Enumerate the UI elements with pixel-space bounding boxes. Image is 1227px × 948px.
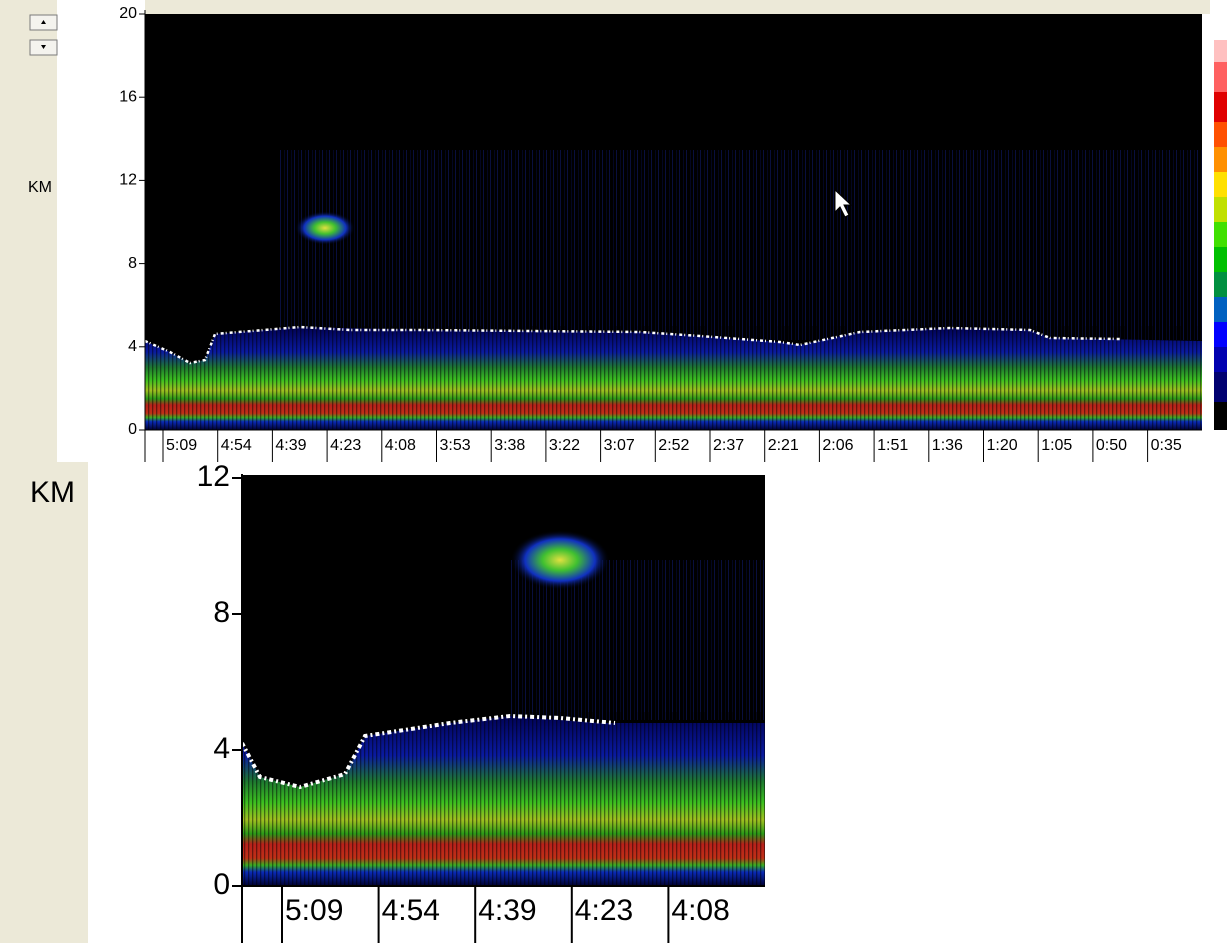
cloud-base <box>144 325 1121 365</box>
arrow-icon <box>41 20 46 24</box>
color-step <box>1214 372 1227 402</box>
y-tick-label: 8 <box>128 255 137 272</box>
mouse-cursor <box>834 188 853 218</box>
time-label: 2:06 <box>822 437 853 454</box>
y-tick-label: 12 <box>197 460 230 493</box>
color-step <box>1214 147 1227 172</box>
color-step <box>1214 92 1227 122</box>
side-bar <box>0 0 57 462</box>
y-tick-label: 12 <box>119 172 137 189</box>
time-label: 3:22 <box>549 437 580 454</box>
stripes <box>145 326 1202 430</box>
color-step <box>1214 322 1227 347</box>
color-step <box>1214 122 1227 147</box>
lidar-image-zoom <box>240 475 765 886</box>
color-step <box>1214 402 1227 430</box>
color-step <box>1214 222 1227 247</box>
color-step <box>1214 40 1227 62</box>
top-bar <box>145 0 1210 14</box>
y-tick-label: 0 <box>213 868 230 901</box>
time-label: 4:39 <box>275 437 306 454</box>
time-label: 3:38 <box>494 437 525 454</box>
y-tick-label: 16 <box>119 88 137 105</box>
color-step <box>1214 297 1227 322</box>
y-tick-label: 8 <box>213 596 230 629</box>
time-label: 1:05 <box>1041 437 1072 454</box>
color-step <box>1214 272 1227 297</box>
time-label: 2:52 <box>658 437 689 454</box>
cloud-base <box>240 713 616 790</box>
time-label: 4:39 <box>478 894 536 927</box>
axis-label: KM <box>28 179 52 196</box>
streaks <box>280 150 1202 340</box>
time-label: 2:37 <box>713 437 744 454</box>
time-label: 1:20 <box>987 437 1018 454</box>
spin-buttons[interactable] <box>29 14 58 56</box>
side-bar <box>0 462 88 943</box>
time-label: 4:08 <box>385 437 416 454</box>
time-label: 0:50 <box>1096 437 1127 454</box>
time-label: 1:36 <box>932 437 963 454</box>
time-label: 4:08 <box>671 894 729 927</box>
color-scale <box>1214 40 1227 430</box>
cloud <box>510 530 610 590</box>
time-label: 4:54 <box>382 894 440 927</box>
time-label: 2:21 <box>768 437 799 454</box>
y-tick-label: 20 <box>119 5 137 22</box>
y-tick-label: 4 <box>128 338 137 355</box>
color-step <box>1214 247 1227 272</box>
y-tick-label: 4 <box>213 732 230 765</box>
time-label: 5:09 <box>166 437 197 454</box>
time-label: 4:54 <box>221 437 252 454</box>
time-label: 5:09 <box>285 894 343 927</box>
color-step <box>1214 62 1227 92</box>
axis-label: KM <box>30 476 75 509</box>
time-label: 4:23 <box>330 437 361 454</box>
time-label: 4:23 <box>575 894 633 927</box>
y-tick-label: 0 <box>128 421 137 438</box>
lidar-image <box>144 14 1202 430</box>
time-label: 3:07 <box>604 437 635 454</box>
color-step <box>1214 197 1227 222</box>
time-label: 0:35 <box>1151 437 1182 454</box>
stripes <box>242 712 765 886</box>
color-step <box>1214 347 1227 372</box>
cloud <box>295 211 355 245</box>
color-step <box>1214 172 1227 197</box>
time-label: 1:51 <box>877 437 908 454</box>
arrow-icon <box>41 45 46 49</box>
time-label: 3:53 <box>440 437 471 454</box>
